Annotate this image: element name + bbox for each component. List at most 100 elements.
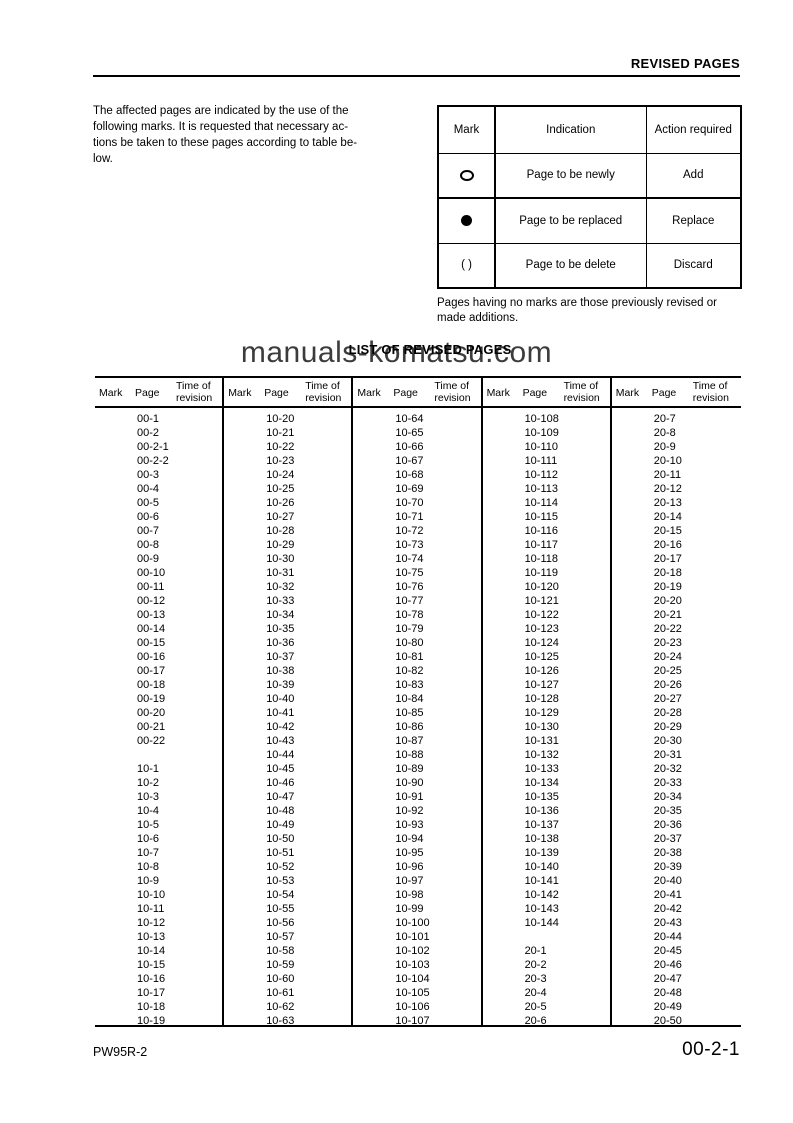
page-row: 10-45: [266, 763, 295, 775]
page-row: 10-94: [395, 833, 424, 845]
column-group-header: Mark Page Time of revision: [611, 378, 741, 408]
page-row: 20-13: [653, 497, 682, 509]
page-row: 10-83: [395, 679, 424, 691]
page-row: 10-85: [395, 707, 424, 719]
page-row: 00-13: [137, 609, 166, 621]
page-row: 20-45: [653, 945, 682, 957]
page-row: 20-28: [653, 707, 682, 719]
page-row: 10-34: [266, 609, 295, 621]
page-row: 10-123: [524, 623, 559, 635]
page-row: 20-20: [653, 595, 682, 607]
page-row: 00-8: [137, 539, 160, 551]
page-row: 10-111: [524, 455, 558, 467]
page-row: 00-3: [137, 469, 160, 481]
revised-pages-table: Mark Page Time of revision 00-1 00-2 00-2-1 00…: [95, 376, 741, 1027]
page-row: 10-71: [395, 511, 424, 523]
page-row: 10-30: [266, 553, 295, 565]
page-row: 10-26: [266, 497, 295, 509]
page-row: 00-12: [137, 595, 166, 607]
page-row: 10-12: [137, 917, 166, 929]
page-row: 20-44: [653, 931, 682, 943]
page-row: 20-22: [653, 623, 682, 635]
mark-header-label: Mark: [486, 387, 510, 399]
page-row: 10-65: [395, 427, 424, 439]
page-row: 20-15: [653, 525, 682, 537]
page-row: 10-32: [266, 581, 295, 593]
page-row: 10-95: [395, 847, 424, 859]
page-row: 00-2-1: [137, 441, 169, 453]
page-row: 10-1: [137, 763, 160, 775]
page-row: 10-3: [137, 791, 160, 803]
mark-header-label: Mark: [99, 387, 123, 399]
page-row: 10-50: [266, 833, 295, 845]
page-row: 20-29: [653, 721, 682, 733]
model-code: PW95R-2: [93, 1045, 148, 1059]
page-header-label: Page: [135, 387, 160, 399]
page-row: 10-80: [395, 637, 424, 649]
page-row: 10-10: [137, 889, 166, 901]
page-row: 10-139: [524, 847, 559, 859]
page-row: 10-7: [137, 847, 160, 859]
marks-note: Pages having no marks are those previous…: [437, 297, 717, 324]
page-rows: 10-108 10-109 10-110 10-111 10-112 10-113 10-1…: [483, 408, 610, 1028]
column-group: Mark Page Time of revision 00-1 00-2 00-2-1 00…: [95, 378, 225, 1027]
page-row: 10-15: [137, 959, 166, 971]
page-row: 10-75: [395, 567, 424, 579]
page-row: 10-22: [266, 441, 295, 453]
page-row: 10-68: [395, 469, 424, 481]
page-row: 20-27: [653, 693, 682, 705]
page-row: 10-115: [524, 511, 558, 523]
time-of-revision-header-label: Time of revision: [176, 380, 213, 404]
page-row: 20-6: [524, 1015, 547, 1027]
page-row: 10-100: [395, 917, 430, 929]
page-row: 10-126: [524, 665, 559, 677]
page-row: 00-4: [137, 483, 160, 495]
page-header-label: Page: [264, 387, 289, 399]
page-row: 20-3: [524, 973, 547, 985]
column-group-header: Mark Page Time of revision: [95, 378, 223, 408]
page-row: 00-16: [137, 651, 166, 663]
page-row: 20-36: [653, 819, 682, 831]
page-row: 10-27: [266, 511, 295, 523]
page-row: 10-106: [395, 1001, 430, 1013]
page-row: 10-114: [524, 497, 558, 509]
page-row: 20-2: [524, 959, 547, 971]
page-row: 20-49: [653, 1001, 682, 1013]
page-row: 20-25: [653, 665, 682, 677]
page-rows: 20-7 20-8 20-9 20-10 20-11 20-12 20-13 20-14 20-…: [612, 408, 741, 1028]
page-row: 10-117: [524, 539, 558, 551]
column-group-header: Mark Page Time of revision: [224, 378, 352, 408]
page-row: 10-4: [137, 805, 160, 817]
page-row: 10-116: [524, 525, 558, 537]
page-row: 10-87: [395, 735, 424, 747]
page-row: 10-42: [266, 721, 295, 733]
page-row: 20-10: [653, 455, 682, 467]
page-row: 20-5: [524, 1001, 547, 1013]
page-row: 00-9: [137, 553, 160, 565]
page-row: 10-36: [266, 637, 295, 649]
page-row: 10-132: [524, 749, 559, 761]
page-row: 20-23: [653, 637, 682, 649]
circle-outline-icon: [459, 169, 474, 181]
page-row: 20-21: [653, 609, 682, 621]
marks-header-indication: Indication: [494, 105, 647, 154]
page-row: 10-89: [395, 763, 424, 775]
page-row: 10-110: [524, 441, 558, 453]
page-row: 10-90: [395, 777, 424, 789]
page-row: 10-17: [137, 987, 166, 999]
page-row: 10-37: [266, 651, 295, 663]
page-row: 00-19: [137, 693, 166, 705]
column-group: Mark Page Time of revision 10-108 10-109 10-1…: [482, 378, 612, 1028]
page-row: 10-81: [395, 651, 424, 663]
page-row: 10-93: [395, 819, 424, 831]
page-row: 10-119: [524, 567, 558, 579]
page-row: 10-35: [266, 623, 295, 635]
page-row: 10-144: [524, 917, 559, 929]
page-row: 00-5: [137, 497, 160, 509]
page-row: 20-40: [653, 875, 682, 887]
page-row: 20-24: [653, 651, 682, 663]
mark-cell: [437, 152, 496, 199]
page-row: 10-125: [524, 651, 559, 663]
page-row: 10-109: [524, 427, 559, 439]
page-row: 10-16: [137, 973, 166, 985]
